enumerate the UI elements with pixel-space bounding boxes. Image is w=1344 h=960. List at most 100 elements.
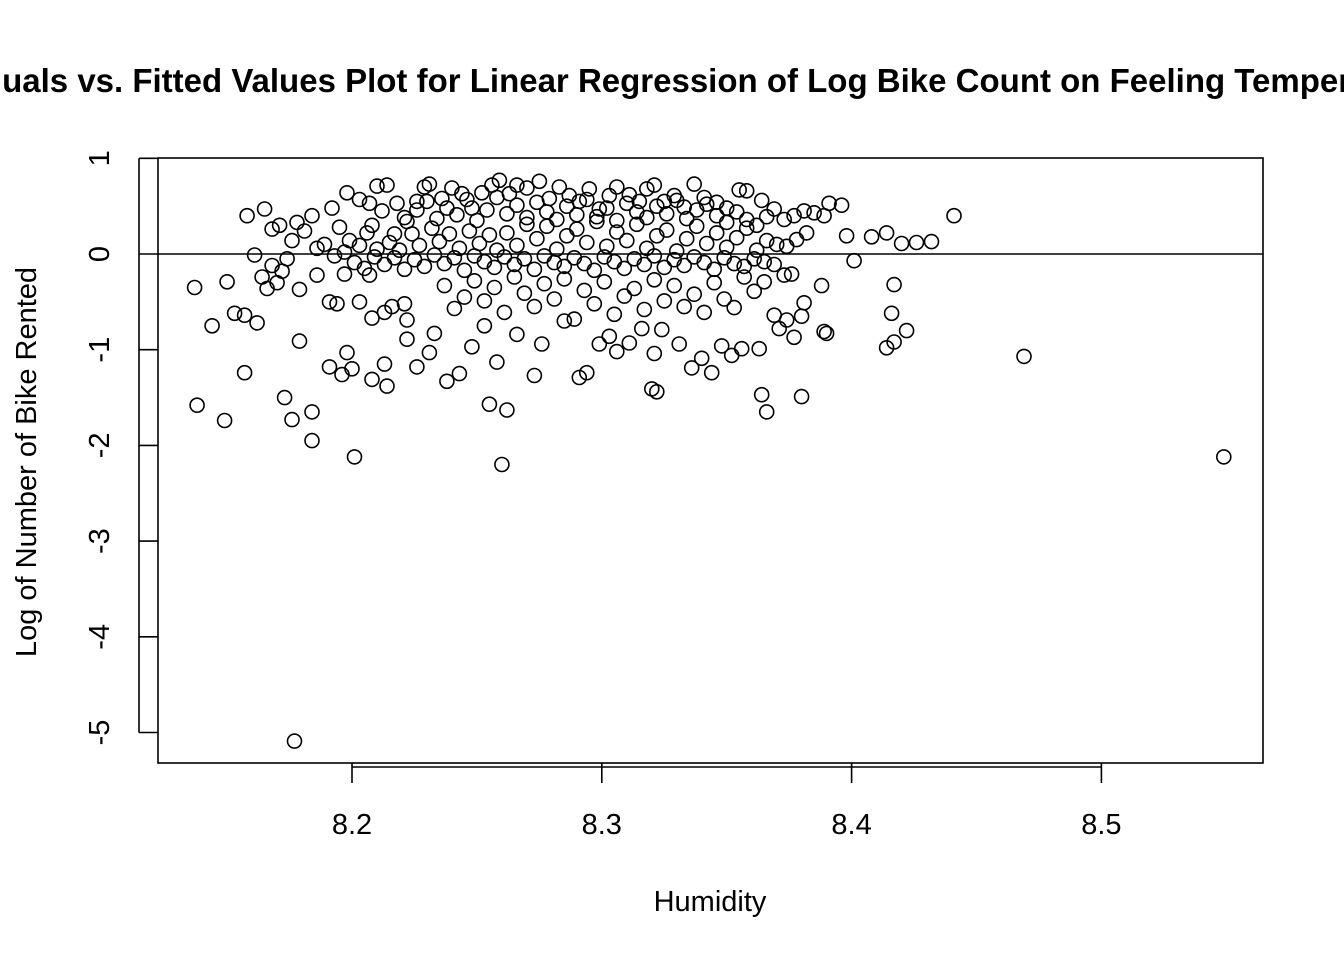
data-point xyxy=(486,259,503,276)
data-point xyxy=(596,249,613,265)
data-point xyxy=(324,200,340,216)
x-axis-title: Humidity xyxy=(654,886,767,918)
data-point xyxy=(581,181,598,197)
data-point xyxy=(489,354,505,370)
y-tick-label: -1 xyxy=(84,337,116,363)
data-point xyxy=(608,212,625,229)
data-point xyxy=(329,295,345,312)
data-point xyxy=(496,249,513,265)
data-point xyxy=(736,258,753,275)
data-point xyxy=(788,231,805,248)
data-point xyxy=(384,298,400,315)
data-point xyxy=(316,236,333,253)
data-point xyxy=(239,207,255,224)
data-point xyxy=(886,334,902,350)
data-point xyxy=(846,252,862,269)
data-point xyxy=(558,228,575,244)
y-tick-label: -4 xyxy=(84,624,116,650)
y-tick-label: 1 xyxy=(84,150,116,166)
data-point xyxy=(723,347,740,364)
data-point xyxy=(683,360,700,376)
data-point xyxy=(309,240,325,257)
data-point xyxy=(369,241,385,257)
data-point xyxy=(506,269,523,285)
data-point xyxy=(598,200,615,216)
data-point xyxy=(476,317,493,334)
data-point xyxy=(409,193,425,210)
data-point xyxy=(571,369,588,386)
data-point xyxy=(351,191,368,208)
data-point xyxy=(321,294,338,310)
data-point xyxy=(509,326,525,343)
data-point xyxy=(366,249,383,265)
x-tick-label: 8.4 xyxy=(831,809,871,841)
data-point xyxy=(546,291,563,307)
data-point xyxy=(643,381,660,397)
data-point xyxy=(568,221,585,237)
data-point xyxy=(336,244,353,260)
data-point xyxy=(616,288,633,304)
data-point xyxy=(686,286,703,303)
data-point xyxy=(716,291,733,307)
x-tick-label: 8.3 xyxy=(582,809,622,841)
data-point xyxy=(526,261,543,278)
data-point xyxy=(449,207,465,223)
data-point xyxy=(556,313,573,329)
data-point xyxy=(556,271,573,287)
data-point xyxy=(351,237,368,254)
data-point xyxy=(456,289,473,305)
data-point xyxy=(424,220,440,236)
data-point xyxy=(391,242,408,258)
data-point xyxy=(676,257,693,274)
data-point xyxy=(726,255,743,272)
data-points xyxy=(186,172,1232,749)
data-point xyxy=(618,232,635,249)
data-point xyxy=(344,360,360,377)
data-point xyxy=(189,397,205,414)
data-point xyxy=(491,172,508,189)
data-point xyxy=(411,237,428,254)
data-point xyxy=(666,277,683,294)
data-point xyxy=(656,259,673,276)
data-point xyxy=(748,242,765,258)
data-point xyxy=(436,277,453,294)
data-point xyxy=(236,307,253,324)
data-point xyxy=(304,207,320,224)
data-point xyxy=(456,262,473,279)
data-point xyxy=(578,191,595,208)
data-point xyxy=(688,218,705,234)
data-point xyxy=(439,373,455,390)
data-point xyxy=(496,304,513,321)
data-point xyxy=(1016,348,1032,365)
data-point xyxy=(249,315,265,331)
data-point xyxy=(778,312,795,328)
data-point xyxy=(566,311,583,327)
data-point xyxy=(568,207,585,223)
data-point xyxy=(321,359,338,375)
data-point xyxy=(551,179,568,195)
data-point xyxy=(586,295,603,312)
data-point xyxy=(548,211,565,228)
data-point xyxy=(766,256,783,273)
data-point xyxy=(546,254,563,271)
data-point xyxy=(756,273,773,290)
data-point xyxy=(596,273,613,290)
data-point xyxy=(399,331,415,348)
chart-title: Residuals vs. Fitted Values Plot for Lin… xyxy=(0,62,1344,99)
data-point xyxy=(536,248,553,264)
data-point xyxy=(676,298,693,315)
data-point xyxy=(379,177,395,193)
data-point xyxy=(529,194,545,211)
data-point xyxy=(351,294,368,310)
data-point xyxy=(753,192,770,209)
data-point xyxy=(476,293,493,309)
data-point xyxy=(793,388,810,405)
data-point xyxy=(459,191,475,208)
x-tick-label: 8.2 xyxy=(332,809,372,841)
data-point xyxy=(364,371,380,388)
data-point xyxy=(474,185,490,201)
data-point xyxy=(608,224,625,240)
data-point xyxy=(746,250,763,267)
data-point xyxy=(464,338,480,355)
data-point xyxy=(786,207,802,224)
